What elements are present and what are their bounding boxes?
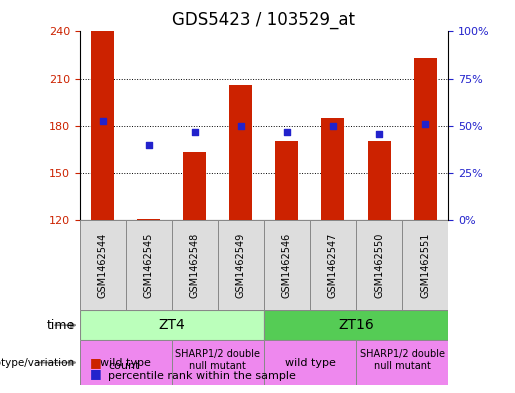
Text: count: count [108, 361, 140, 371]
Bar [91, 31, 114, 220]
Bar [321, 118, 345, 220]
Bar [368, 141, 390, 220]
Text: genotype/variation: genotype/variation [0, 358, 75, 367]
Bar [183, 152, 207, 220]
Text: GSM1462545: GSM1462545 [144, 233, 154, 298]
FancyBboxPatch shape [80, 340, 172, 385]
FancyBboxPatch shape [218, 220, 264, 310]
FancyBboxPatch shape [356, 340, 448, 385]
Text: ■: ■ [90, 367, 102, 380]
Text: GSM1462544: GSM1462544 [98, 233, 108, 298]
Bar [276, 141, 299, 220]
FancyBboxPatch shape [172, 220, 218, 310]
Title: GDS5423 / 103529_at: GDS5423 / 103529_at [173, 11, 355, 29]
Point [283, 129, 291, 135]
FancyBboxPatch shape [264, 310, 448, 340]
FancyBboxPatch shape [402, 220, 448, 310]
Text: GSM1462551: GSM1462551 [420, 233, 430, 298]
Text: GSM1462547: GSM1462547 [328, 233, 338, 298]
Bar [414, 58, 437, 220]
FancyBboxPatch shape [172, 340, 264, 385]
Text: ZT4: ZT4 [159, 318, 185, 332]
FancyBboxPatch shape [356, 220, 402, 310]
Point [329, 123, 337, 129]
FancyBboxPatch shape [264, 340, 356, 385]
Text: percentile rank within the sample: percentile rank within the sample [108, 371, 296, 381]
Text: wild type: wild type [284, 358, 335, 367]
Bar [229, 85, 252, 220]
Point [145, 141, 153, 148]
FancyBboxPatch shape [80, 310, 264, 340]
Text: time: time [46, 319, 75, 332]
Point [237, 123, 245, 129]
FancyBboxPatch shape [264, 220, 310, 310]
Text: GSM1462550: GSM1462550 [374, 233, 384, 298]
Point [375, 130, 383, 137]
FancyBboxPatch shape [310, 220, 356, 310]
Point [99, 118, 107, 124]
Text: ZT16: ZT16 [338, 318, 374, 332]
Text: wild type: wild type [100, 358, 151, 367]
Bar [138, 219, 160, 220]
Text: SHARP1/2 double
null mutant: SHARP1/2 double null mutant [359, 349, 444, 371]
FancyBboxPatch shape [126, 220, 172, 310]
Text: SHARP1/2 double
null mutant: SHARP1/2 double null mutant [176, 349, 261, 371]
Text: GSM1462549: GSM1462549 [236, 233, 246, 298]
Point [421, 121, 429, 127]
Text: GSM1462546: GSM1462546 [282, 233, 292, 298]
Point [191, 129, 199, 135]
Text: GSM1462548: GSM1462548 [190, 233, 200, 298]
FancyBboxPatch shape [80, 220, 126, 310]
Text: ■: ■ [90, 356, 102, 369]
